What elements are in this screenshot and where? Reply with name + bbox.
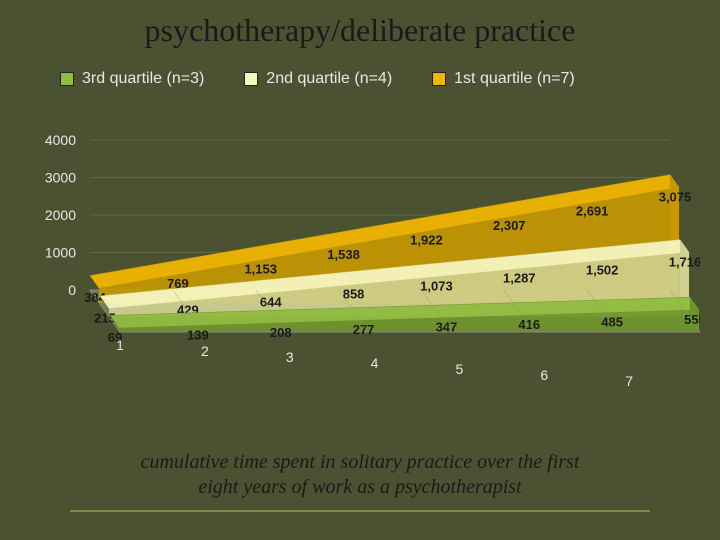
legend-swatch-2 xyxy=(432,72,446,86)
legend-item: 1st quartile (n=7) xyxy=(432,70,575,88)
svg-text:3000: 3000 xyxy=(45,170,76,186)
legend-item: 2nd quartile (n=4) xyxy=(244,70,392,88)
svg-text:1,502: 1,502 xyxy=(586,262,619,277)
svg-text:2,307: 2,307 xyxy=(493,218,526,233)
legend-label: 2nd quartile (n=4) xyxy=(266,70,392,88)
svg-text:6: 6 xyxy=(540,367,548,383)
legend-label: 3rd quartile (n=3) xyxy=(82,70,204,88)
svg-text:2: 2 xyxy=(201,343,209,359)
svg-text:1,287: 1,287 xyxy=(503,270,536,285)
svg-text:1,153: 1,153 xyxy=(244,261,277,276)
svg-text:139: 139 xyxy=(187,327,209,342)
legend-label: 1st quartile (n=7) xyxy=(454,70,575,88)
legend-item: 3rd quartile (n=3) xyxy=(60,70,204,88)
svg-text:7: 7 xyxy=(625,373,633,389)
svg-text:208: 208 xyxy=(270,325,292,340)
svg-text:1000: 1000 xyxy=(45,245,76,261)
svg-text:644: 644 xyxy=(260,294,282,309)
slide: psychotherapy/deliberate practice 3rd qu… xyxy=(0,0,720,540)
svg-text:1,538: 1,538 xyxy=(327,247,360,262)
legend-swatch-0 xyxy=(60,72,74,86)
slide-title: psychotherapy/deliberate practice xyxy=(0,12,720,49)
svg-text:3,075: 3,075 xyxy=(659,189,692,204)
svg-text:555: 555 xyxy=(684,312,700,327)
legend-swatch-1 xyxy=(244,72,258,86)
svg-text:2,691: 2,691 xyxy=(576,204,609,219)
svg-text:1: 1 xyxy=(116,337,124,353)
caption-underline xyxy=(70,510,650,512)
svg-text:3: 3 xyxy=(286,349,294,365)
chart-legend: 3rd quartile (n=3) 2nd quartile (n=4) 1s… xyxy=(60,70,575,88)
area-chart-3d: 010002000300040003847691,1531,5381,9222,… xyxy=(20,120,700,440)
svg-text:4: 4 xyxy=(371,355,379,371)
svg-text:5: 5 xyxy=(456,361,464,377)
svg-text:1,073: 1,073 xyxy=(420,278,453,293)
svg-text:0: 0 xyxy=(68,282,76,298)
svg-text:2000: 2000 xyxy=(45,207,76,223)
svg-text:347: 347 xyxy=(436,320,458,335)
svg-text:4000: 4000 xyxy=(45,132,76,148)
chart-svg: 010002000300040003847691,1531,5381,9222,… xyxy=(20,120,700,440)
svg-text:1,716: 1,716 xyxy=(669,254,700,269)
svg-text:858: 858 xyxy=(343,286,365,301)
svg-text:1,922: 1,922 xyxy=(410,233,443,248)
svg-text:485: 485 xyxy=(601,314,623,329)
slide-caption: cumulative time spent in solitary practi… xyxy=(0,450,720,500)
